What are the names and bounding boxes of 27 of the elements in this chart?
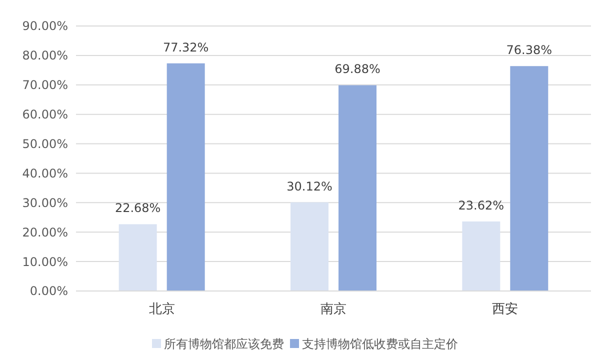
y-tick-label: 90.00% — [22, 19, 68, 34]
bar — [118, 224, 157, 291]
data-label: 23.62% — [458, 198, 504, 212]
bar — [290, 202, 328, 291]
bar — [166, 63, 205, 291]
x-tick-label: 西安 — [492, 301, 518, 317]
y-tick-label: 20.00% — [22, 225, 68, 240]
data-label: 77.32% — [162, 40, 209, 54]
legend-label: 所有博物馆都应该免费 — [164, 337, 284, 352]
data-label: 76.38% — [506, 43, 552, 58]
bar — [338, 85, 376, 291]
data-label: 69.88% — [334, 62, 380, 76]
bar — [510, 66, 548, 291]
y-tick-label: 30.00% — [22, 196, 68, 210]
legend-label: 支持博物馆低收费或自主定价 — [302, 337, 458, 352]
y-tick-label: 10.00% — [22, 254, 68, 269]
y-tick-label: 80.00% — [22, 48, 68, 63]
y-tick-label: 0.00% — [30, 284, 68, 298]
data-label: 22.68% — [114, 201, 161, 216]
y-tick-label: 50.00% — [22, 136, 68, 151]
y-tick-label: 40.00% — [22, 166, 68, 180]
y-tick-label: 60.00% — [22, 108, 68, 122]
data-label: 30.12% — [286, 179, 332, 194]
x-tick-label: 北京 — [148, 302, 175, 317]
y-tick-label: 70.00% — [22, 78, 68, 92]
bar — [462, 221, 500, 291]
x-tick-label: 南京 — [320, 302, 346, 317]
